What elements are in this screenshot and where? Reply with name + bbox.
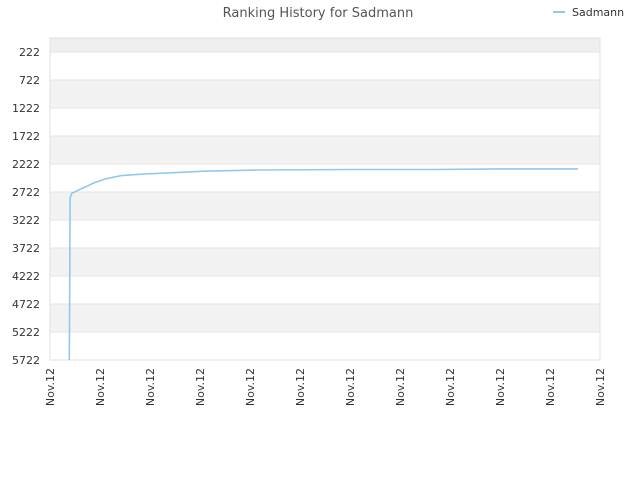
plot-band — [50, 108, 600, 136]
x-tick-label: Nov.12 — [144, 368, 157, 406]
plot-band — [50, 220, 600, 248]
plot-band — [50, 248, 600, 276]
x-tick-label: Nov.12 — [94, 368, 107, 406]
chart-title: Ranking History for Sadmann — [223, 6, 414, 21]
x-tick-label: Nov.12 — [494, 368, 507, 406]
plot-band — [50, 276, 600, 304]
plot-band — [50, 136, 600, 164]
x-axis-ticks: Nov.12 Nov.12 Nov.12 Nov.12 Nov.12 Nov.12 Nov.… — [44, 368, 607, 406]
plot-band — [50, 332, 600, 360]
y-tick-label: 4222 — [12, 270, 40, 283]
y-grid — [50, 51, 600, 361]
series-line-sadmann — [68, 168, 578, 361]
plot-band — [50, 304, 600, 332]
y-tick-label: 222 — [19, 46, 40, 59]
y-tick-label: 2722 — [12, 186, 40, 199]
y-tick-label: 1222 — [12, 102, 40, 115]
plot-border — [49, 37, 601, 361]
x-tick-label: Nov.12 — [44, 368, 57, 406]
legend-label: Sadmann — [572, 6, 624, 19]
y-tick-label: 5722 — [12, 354, 40, 367]
x-tick-label: Nov.12 — [194, 368, 207, 406]
y-axis-ticks: 222 722 1222 1722 2222 2722 3222 3722 4222 4722 52… — [12, 46, 40, 367]
y-tick-label: 2222 — [12, 158, 40, 171]
plot-band — [50, 52, 600, 80]
x-tick-label: Nov.12 — [444, 368, 457, 406]
legend[interactable]: Sadmann — [553, 6, 624, 19]
x-tick-label: Nov.12 — [244, 368, 257, 406]
plot-band — [50, 192, 600, 220]
x-tick-label: Nov.12 — [344, 368, 357, 406]
series-layer — [68, 168, 578, 361]
y-tick-label: 3722 — [12, 242, 40, 255]
y-tick-label: 1722 — [12, 130, 40, 143]
x-tick-label: Nov.12 — [294, 368, 307, 406]
y-tick-label: 722 — [19, 74, 40, 87]
x-tick-label: Nov.12 — [544, 368, 557, 406]
x-tick-label: Nov.12 — [594, 368, 607, 406]
plot-bands — [50, 38, 600, 360]
x-tick-label: Nov.12 — [394, 368, 407, 406]
y-tick-label: 5222 — [12, 326, 40, 339]
y-tick-label: 4722 — [12, 298, 40, 311]
y-tick-label: 3222 — [12, 214, 40, 227]
plot-band-top — [50, 38, 600, 52]
plot-band — [50, 80, 600, 108]
